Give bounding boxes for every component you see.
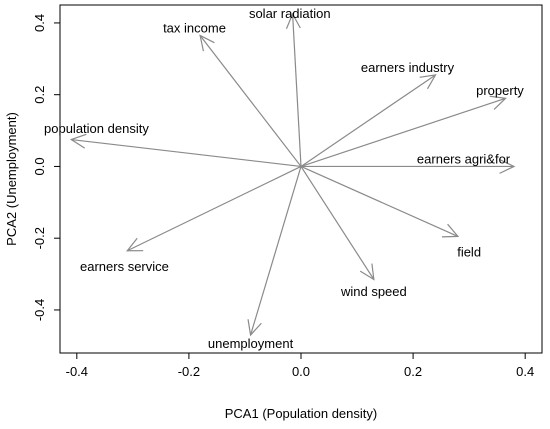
arrowhead-unemployment — [247, 319, 262, 337]
arrowhead-field — [441, 223, 460, 238]
arrow-property — [300, 97, 506, 168]
x-tick-label: 0.0 — [292, 364, 310, 379]
y-tick-label: 0.2 — [32, 86, 47, 104]
x-axis-title: PCA1 (Population density) — [225, 406, 377, 421]
x-tick-label: 0.4 — [516, 364, 534, 379]
label-population-density: population density — [44, 121, 149, 136]
arrowhead-earners-service — [126, 237, 144, 252]
x-axis-ticks: -0.4 -0.2 0.0 0.2 0.4 — [66, 353, 534, 379]
arrowhead-solar-radiation — [285, 12, 301, 29]
y-tick-label: -0.2 — [32, 227, 47, 249]
label-earners-agri-for: earners agri&for — [417, 151, 511, 166]
arrowhead-population-density — [69, 133, 87, 149]
label-unemployment: unemployment — [208, 336, 294, 351]
x-tick-label: -0.2 — [178, 364, 200, 379]
arrowhead-property — [489, 95, 507, 110]
arrow-wind-speed — [300, 166, 375, 280]
y-axis-title: PCA2 (Unemployment) — [4, 112, 19, 246]
arrowhead-wind-speed — [359, 263, 375, 281]
y-axis-ticks: -0.4 -0.2 0.0 0.2 0.4 — [32, 14, 60, 321]
loading-arrows — [69, 12, 516, 337]
y-tick-label: -0.4 — [32, 299, 47, 321]
y-tick-label: 0.0 — [32, 157, 47, 175]
arrowhead-earners-industry — [419, 74, 437, 90]
arrow-earners-service — [126, 165, 302, 252]
label-earners-service: earners service — [80, 259, 169, 274]
y-tick-label: 0.4 — [32, 14, 47, 32]
label-property: property — [476, 83, 524, 98]
arrow-field — [300, 165, 459, 237]
label-tax-income: tax income — [163, 20, 226, 35]
label-earners-industry: earners industry — [361, 60, 455, 75]
arrow-tax-income — [199, 35, 302, 167]
variable-labels: solar radiation tax income earners industr… — [44, 6, 524, 351]
arrowhead-earners-agri-for — [499, 158, 516, 174]
arrow-unemployment — [249, 166, 302, 336]
label-field: field — [457, 245, 481, 260]
arrow-earners-industry — [300, 74, 436, 167]
label-solar-radiation: solar radiation — [249, 6, 331, 21]
x-tick-label: -0.4 — [66, 364, 88, 379]
x-tick-label: 0.2 — [404, 364, 422, 379]
arrow-population-density — [71, 138, 302, 168]
label-wind-speed: wind speed — [340, 284, 407, 299]
arrowhead-tax-income — [199, 34, 215, 52]
arrow-solar-radiation — [291, 13, 302, 167]
